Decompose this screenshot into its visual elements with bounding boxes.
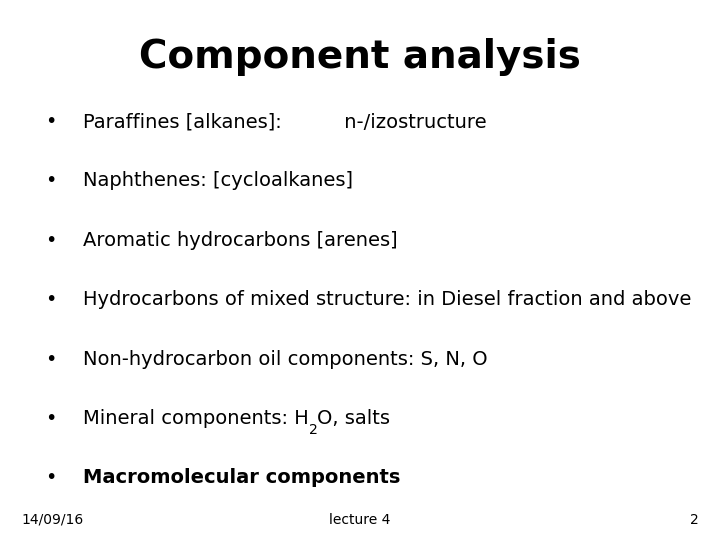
Text: Non-hydrocarbon oil components: S, N, O: Non-hydrocarbon oil components: S, N, O	[83, 349, 487, 369]
Text: •: •	[45, 290, 56, 309]
Text: •: •	[45, 171, 56, 191]
Text: Aromatic hydrocarbons [arenes]: Aromatic hydrocarbons [arenes]	[83, 231, 397, 250]
Text: •: •	[45, 112, 56, 131]
Text: Naphthenes: [cycloalkanes]: Naphthenes: [cycloalkanes]	[83, 171, 353, 191]
Text: •: •	[45, 349, 56, 369]
Text: Component analysis: Component analysis	[139, 38, 581, 76]
Text: 2: 2	[309, 423, 318, 437]
Text: O, salts: O, salts	[318, 409, 390, 428]
Text: •: •	[45, 468, 56, 488]
Text: Paraffines [alkanes]:          n-/izostructure: Paraffines [alkanes]: n-/izostructure	[83, 112, 487, 131]
Text: 2: 2	[690, 512, 698, 526]
Text: Mineral components: H: Mineral components: H	[83, 409, 309, 428]
Text: •: •	[45, 409, 56, 428]
Text: Hydrocarbons of mixed structure: in Diesel fraction and above: Hydrocarbons of mixed structure: in Dies…	[83, 290, 691, 309]
Text: lecture 4: lecture 4	[329, 512, 391, 526]
Text: •: •	[45, 231, 56, 250]
Text: 14/09/16: 14/09/16	[22, 512, 84, 526]
Text: Macromolecular components: Macromolecular components	[83, 468, 400, 488]
